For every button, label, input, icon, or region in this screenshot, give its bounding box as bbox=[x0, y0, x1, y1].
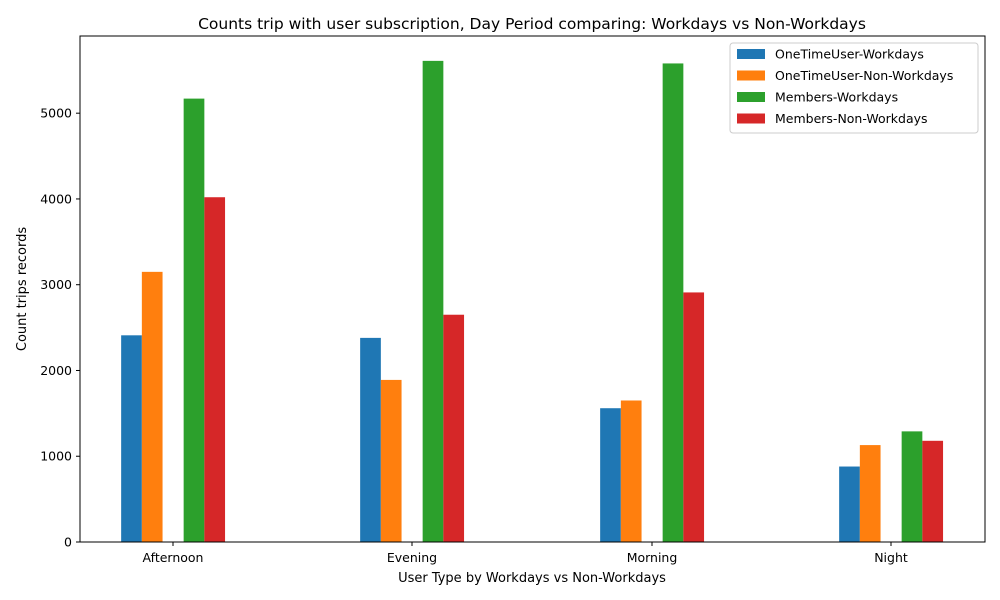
bar-evening-series-3 bbox=[443, 314, 465, 542]
x-tick-label-evening: Evening bbox=[387, 550, 437, 565]
y-axis-ticks: 0 1000 2000 3000 4000 5000 bbox=[40, 106, 80, 550]
y-axis-label: Count trips records bbox=[15, 227, 30, 351]
y-tick-label: 1000 bbox=[40, 449, 72, 464]
y-tick-label: 0 bbox=[64, 535, 72, 550]
legend-label-series-3: Members-Non-Workdays bbox=[775, 111, 928, 126]
bar-morning-series-2 bbox=[662, 63, 684, 542]
bars-group bbox=[121, 60, 944, 543]
x-axis-label: User Type by Workdays vs Non-Workdays bbox=[398, 571, 666, 586]
legend-swatch-series-2 bbox=[737, 92, 765, 102]
bar-evening-series-2 bbox=[422, 60, 444, 543]
x-tick-label-night: Night bbox=[874, 550, 908, 565]
legend-swatch-series-0 bbox=[737, 49, 765, 59]
chart-title: Counts trip with user subscription, Day … bbox=[198, 15, 866, 33]
y-tick-label: 3000 bbox=[40, 277, 72, 292]
bar-night-series-1 bbox=[859, 445, 881, 542]
bar-morning-series-0 bbox=[600, 408, 621, 542]
y-tick-label: 2000 bbox=[40, 363, 72, 378]
y-tick-label: 5000 bbox=[40, 106, 72, 121]
bar-night-series-3 bbox=[922, 440, 944, 542]
legend-label-series-2: Members-Workdays bbox=[775, 90, 898, 105]
legend-swatch-series-3 bbox=[737, 113, 765, 124]
y-tick-label: 4000 bbox=[40, 191, 72, 206]
legend-swatch-series-1 bbox=[737, 70, 765, 81]
bar-afternoon-series-3 bbox=[204, 197, 226, 543]
legend-label-series-1: OneTimeUser-Non-Workdays bbox=[775, 68, 953, 83]
plot-frame bbox=[79, 35, 986, 543]
bar-evening-series-1 bbox=[380, 379, 402, 542]
x-tick-label-afternoon: Afternoon bbox=[143, 550, 204, 565]
bar-morning-series-3 bbox=[683, 292, 705, 542]
bar-evening-series-0 bbox=[360, 337, 381, 542]
x-axis-ticks: Afternoon Evening Morning Night bbox=[143, 542, 908, 565]
bar-afternoon-series-1 bbox=[141, 271, 163, 542]
legend: OneTimeUser-Workdays OneTimeUser-Non-Work… bbox=[729, 42, 979, 134]
bar-night-series-0 bbox=[839, 466, 860, 542]
legend-box bbox=[729, 42, 979, 134]
bar-afternoon-series-0 bbox=[121, 335, 142, 542]
x-tick-label-morning: Morning bbox=[627, 550, 678, 565]
bar-morning-series-1 bbox=[620, 400, 642, 542]
bar-night-series-2 bbox=[901, 431, 923, 542]
legend-label-series-0: OneTimeUser-Workdays bbox=[775, 47, 924, 62]
bar-afternoon-series-2 bbox=[183, 98, 205, 543]
